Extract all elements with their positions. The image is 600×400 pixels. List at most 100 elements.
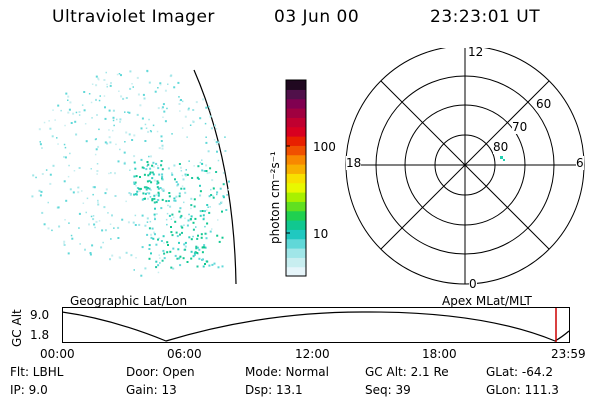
emission-point [204, 263, 206, 265]
emission-point [224, 136, 226, 138]
emission-point [106, 86, 108, 88]
emission-point [146, 187, 149, 189]
emission-point [63, 143, 66, 146]
emission-point [128, 111, 131, 114]
emission-point [153, 197, 156, 200]
mlat-label-70: 70 [512, 120, 528, 134]
emission-point [141, 246, 144, 249]
emission-point [60, 109, 62, 112]
emission-point [208, 211, 211, 214]
emission-point [145, 127, 148, 129]
emission-point [188, 107, 190, 110]
emission-point [124, 161, 126, 164]
emission-point [88, 223, 90, 226]
emission-point [178, 195, 181, 198]
emission-point [171, 172, 173, 174]
emission-point [180, 99, 182, 101]
emission-point [117, 237, 120, 239]
emission-point [147, 163, 150, 166]
emission-point [127, 221, 130, 224]
emission-point [201, 251, 204, 254]
emission-point [136, 113, 139, 116]
emission-point [130, 254, 133, 257]
emission-point [188, 236, 191, 239]
emission-point [160, 164, 163, 167]
emission-point [201, 159, 203, 161]
emission-point [110, 238, 112, 240]
emission-point [69, 101, 72, 104]
emission-point [79, 243, 81, 245]
emission-point [157, 167, 160, 170]
emission-point [158, 147, 161, 150]
emission-point [93, 186, 96, 189]
emission-point [197, 165, 200, 168]
emission-point [97, 145, 100, 148]
emission-point [141, 166, 144, 169]
emission-point [68, 164, 70, 167]
emission-point [106, 142, 109, 145]
emission-point [139, 104, 142, 107]
emission-point [146, 69, 149, 72]
mlt-label-18: 18 [346, 156, 362, 170]
colorbar-segment [286, 108, 306, 118]
emission-point [72, 191, 75, 194]
emission-point [138, 190, 141, 193]
emission-point [202, 265, 205, 268]
colorbar-segment [286, 229, 306, 240]
emission-point [148, 244, 151, 247]
emission-point [180, 214, 183, 217]
emission-point [67, 111, 70, 114]
emission-point [75, 111, 78, 114]
emission-point [127, 111, 129, 113]
emission-point [197, 234, 199, 237]
emission-point [201, 162, 204, 165]
emission-point [175, 231, 178, 234]
colorbar-segment [286, 80, 306, 90]
emission-point [148, 248, 151, 250]
emission-point [133, 269, 135, 271]
emission-point [157, 181, 160, 184]
colorbar-segment [286, 201, 306, 212]
emission-point [222, 183, 225, 186]
emission-point [113, 227, 115, 229]
emission-point [92, 186, 95, 189]
emission-point [198, 248, 201, 251]
emission-point [204, 232, 207, 235]
time-label: 23:23:01 UT [430, 7, 541, 27]
emission-point [96, 170, 99, 172]
emission-point [141, 117, 144, 120]
emission-point [174, 199, 177, 202]
emission-point [154, 216, 156, 218]
emission-point [147, 174, 150, 177]
emission-point [92, 193, 94, 196]
emission-point [118, 73, 121, 75]
emission-point [213, 139, 216, 141]
emission-point [178, 257, 181, 260]
emission-point [172, 247, 175, 250]
emission-point [203, 244, 206, 247]
emission-point [181, 226, 184, 229]
emission-point [206, 222, 209, 225]
emission-point [57, 143, 59, 145]
emission-point [69, 188, 72, 191]
emission-point [48, 120, 50, 122]
emission-point [175, 195, 178, 198]
emission-point [98, 128, 100, 131]
emission-point [95, 220, 98, 223]
emission-point [196, 265, 199, 268]
emission-point [150, 155, 152, 158]
colorbar-segment [286, 89, 306, 100]
emission-point [64, 219, 66, 221]
instrument-title: Ultraviolet Imager [52, 7, 215, 27]
emission-point [152, 237, 155, 240]
emission-point [221, 265, 224, 268]
emission-point [78, 167, 81, 169]
emission-point [105, 71, 107, 74]
emission-point [133, 193, 136, 196]
emission-point [157, 238, 159, 241]
emission-point [181, 127, 184, 129]
emission-point [216, 191, 219, 194]
emission-point [198, 257, 201, 260]
emission-point [171, 234, 174, 237]
emission-point [179, 166, 182, 169]
